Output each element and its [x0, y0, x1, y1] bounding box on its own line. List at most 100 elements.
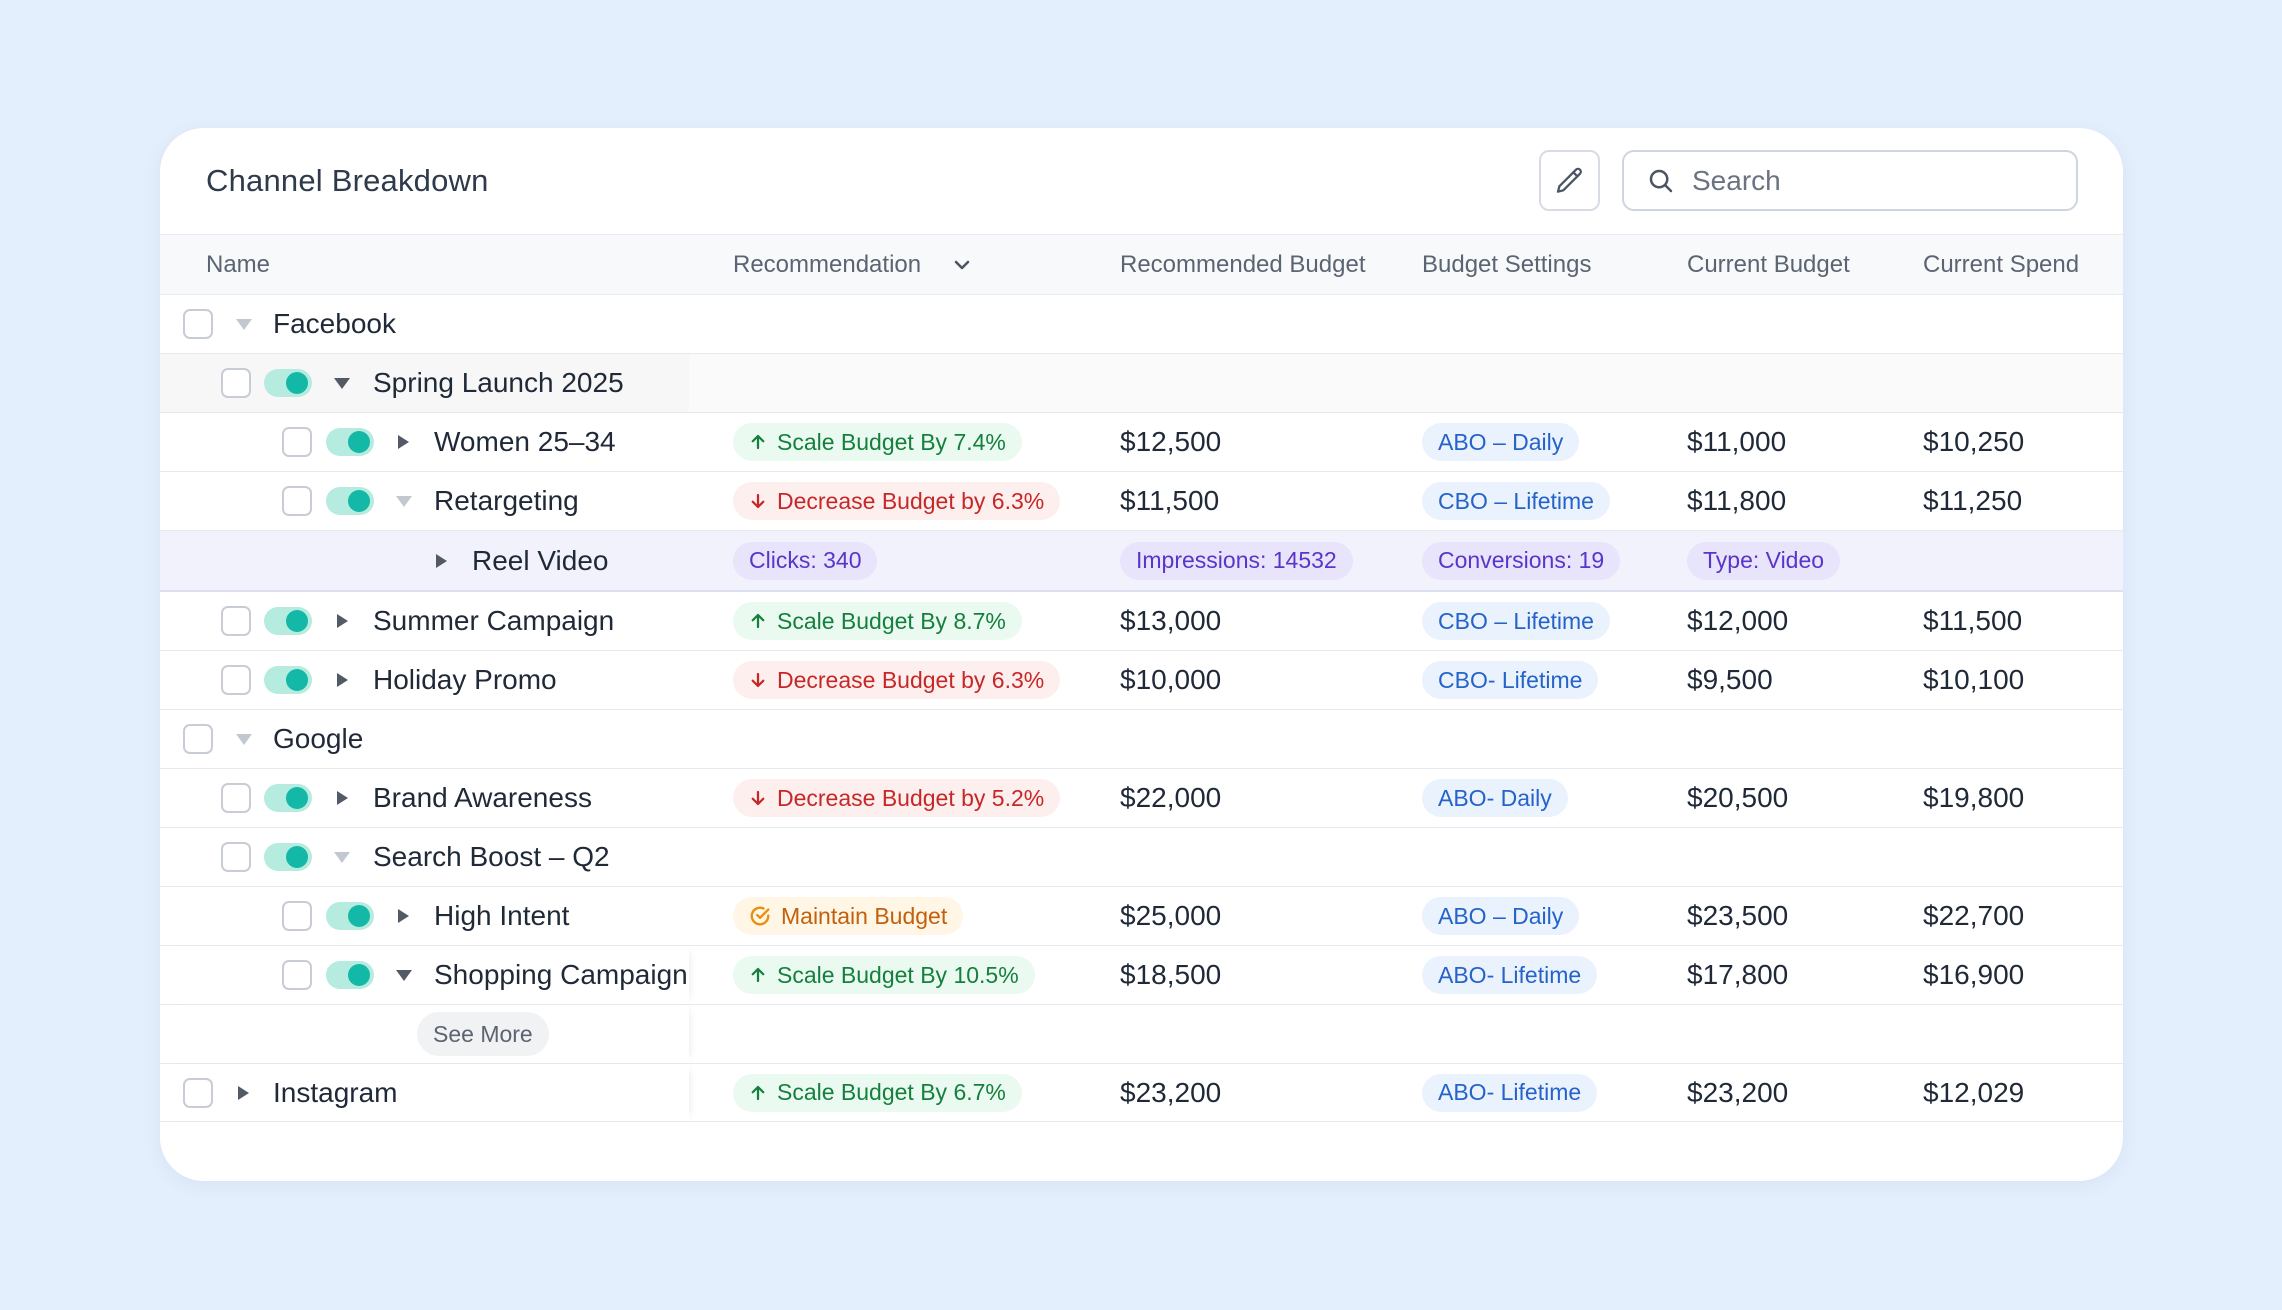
table-row[interactable]: Google	[160, 710, 2123, 769]
table-row[interactable]: Retargeting Decrease Budget by 6.3% $11,…	[160, 472, 2123, 531]
column-header-current-budget[interactable]: Current Budget	[1687, 251, 1850, 278]
budget-settings-badge: ABO – Daily	[1422, 897, 1580, 935]
table-row[interactable]: High Intent Maintain Budget $25,000 ABO …	[160, 887, 2123, 946]
row-checkbox[interactable]	[183, 309, 213, 339]
arrow-down-icon	[751, 493, 765, 509]
caret-right-icon[interactable]	[238, 1085, 249, 1100]
arrow-up-icon	[751, 1085, 765, 1100]
table-row[interactable]: Brand Awareness Decrease Budget by 5.2% …	[160, 769, 2123, 828]
budget-settings-badge: ABO- Lifetime	[1422, 1073, 1598, 1112]
recommendation-badge[interactable]: Decrease Budget by 6.3%	[733, 661, 1061, 699]
name-cell: Google	[160, 710, 689, 768]
current-spend-value: $11,500	[1923, 605, 2023, 636]
see-more-button[interactable]: See More	[417, 1012, 549, 1056]
table-row[interactable]: Women 25–34 Scale Budget By 7.4% $12,500…	[160, 413, 2123, 472]
caret-right-icon[interactable]	[398, 435, 409, 449]
arrow-up-icon	[751, 434, 765, 450]
row-checkbox[interactable]	[221, 842, 251, 872]
caret-down-icon[interactable]	[236, 319, 252, 330]
current-spend-value: $16,900	[1923, 959, 2025, 990]
row-name: Brand Awareness	[373, 782, 592, 813]
row-toggle[interactable]	[326, 487, 374, 515]
chevron-down-icon[interactable]	[950, 253, 974, 277]
table-row[interactable]: Holiday Promo Decrease Budget by 6.3% $1…	[160, 651, 2123, 710]
caret-right-icon[interactable]	[337, 673, 348, 687]
row-toggle[interactable]	[264, 666, 312, 694]
caret-down-icon[interactable]	[396, 970, 412, 981]
row-toggle[interactable]	[264, 843, 312, 871]
row-toggle[interactable]	[264, 607, 312, 635]
name-cell: Brand Awareness	[160, 769, 689, 827]
caret-right-icon[interactable]	[398, 909, 409, 923]
row-checkbox[interactable]	[221, 783, 251, 813]
recommended-budget-value: $23,200	[1120, 1076, 1222, 1108]
table-row[interactable]: Summer Campaign Scale Budget By 8.7% $13…	[160, 592, 2123, 651]
name-cell: Spring Launch 2025	[160, 354, 689, 412]
column-header-budget-settings[interactable]: Budget Settings	[1422, 251, 1592, 278]
name-cell: Reel Video	[160, 531, 689, 590]
recommended-budget-value: $25,000	[1120, 900, 1222, 931]
current-budget-value: $23,200	[1687, 1076, 1789, 1108]
arrow-down-icon	[751, 672, 765, 688]
row-toggle[interactable]	[326, 902, 374, 930]
row-name: High Intent	[434, 900, 570, 931]
caret-down-icon[interactable]	[334, 378, 350, 389]
row-name: Instagram	[273, 1076, 398, 1108]
recommended-budget-value: $11,500	[1120, 485, 1220, 516]
recommendation-text: Scale Budget By 10.5%	[777, 961, 1019, 988]
row-checkbox[interactable]	[282, 901, 312, 931]
column-header-current-spend[interactable]: Current Spend	[1923, 251, 2080, 278]
caret-down-icon[interactable]	[396, 496, 412, 507]
column-header-recommendation[interactable]: Recommendation	[733, 251, 922, 278]
conversions-badge: Conversions: 19	[1422, 541, 1621, 580]
row-toggle[interactable]	[326, 961, 374, 989]
column-header-recommended-budget[interactable]: Recommended Budget	[1120, 251, 1366, 278]
arrow-down-icon	[751, 790, 765, 806]
recommendation-badge[interactable]: Decrease Budget by 5.2%	[733, 779, 1061, 817]
row-checkbox[interactable]	[282, 427, 312, 457]
row-toggle[interactable]	[264, 369, 312, 397]
budget-settings-badge: CBO- Lifetime	[1422, 661, 1599, 699]
recommended-budget-value: $18,500	[1120, 959, 1222, 990]
name-cell: Summer Campaign	[160, 592, 689, 650]
row-checkbox[interactable]	[183, 724, 213, 754]
current-spend-value: $10,100	[1923, 664, 2025, 695]
row-checkbox[interactable]	[282, 486, 312, 516]
caret-right-icon[interactable]	[337, 614, 348, 628]
current-budget-value: $12,000	[1687, 605, 1789, 636]
row-checkbox[interactable]	[221, 606, 251, 636]
search-input[interactable]	[1692, 164, 2032, 197]
row-toggle[interactable]	[326, 428, 374, 456]
channel-breakdown-card: Channel Breakdown Name Recommendation Re…	[160, 128, 2123, 1181]
caret-right-icon[interactable]	[337, 791, 348, 805]
table-row[interactable]: Search Boost – Q2	[160, 828, 2123, 887]
table-row[interactable]: Spring Launch 2025	[160, 354, 2123, 413]
row-checkbox[interactable]	[221, 665, 251, 695]
row-checkbox[interactable]	[282, 960, 312, 990]
recommendation-badge[interactable]: Scale Budget By 7.4%	[733, 423, 1022, 461]
caret-down-icon[interactable]	[236, 734, 252, 745]
edit-button[interactable]	[1539, 150, 1600, 211]
row-name: Retargeting	[434, 485, 579, 516]
recommendation-badge[interactable]: Decrease Budget by 6.3%	[733, 482, 1061, 520]
current-budget-value: $17,800	[1687, 959, 1789, 990]
recommendation-badge[interactable]: Scale Budget By 6.7%	[733, 1073, 1022, 1112]
search-box[interactable]	[1622, 150, 2078, 211]
row-checkbox[interactable]	[221, 368, 251, 398]
row-toggle[interactable]	[264, 784, 312, 812]
row-checkbox[interactable]	[183, 1077, 213, 1108]
name-cell: Search Boost – Q2	[160, 828, 689, 886]
recommendation-badge[interactable]: Scale Budget By 10.5%	[733, 956, 1035, 994]
column-header-name[interactable]: Name	[206, 251, 271, 278]
recommendation-badge[interactable]: Scale Budget By 8.7%	[733, 602, 1022, 640]
table-row[interactable]: Shopping Campaign Scale Budget By 10.5% …	[160, 946, 2123, 1005]
table-row-details[interactable]: Reel Video Clicks: 340 Impressions: 1453…	[160, 531, 2123, 592]
name-cell: Retargeting	[160, 472, 689, 530]
caret-right-icon[interactable]	[436, 553, 447, 568]
recommendation-badge[interactable]: Maintain Budget	[733, 897, 964, 935]
row-name: Search Boost – Q2	[373, 841, 610, 872]
name-cell: Instagram	[160, 1064, 689, 1121]
table-row[interactable]: Instagram Scale Budget By 6.7% $23,200 A…	[160, 1064, 2123, 1122]
caret-down-icon[interactable]	[334, 852, 350, 863]
table-row[interactable]: Facebook	[160, 295, 2123, 354]
